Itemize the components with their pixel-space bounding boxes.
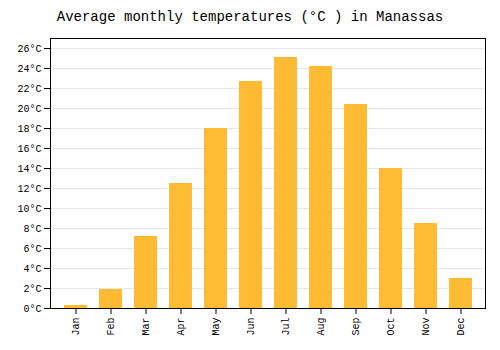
svg-text:20°C: 20°C	[17, 104, 41, 115]
svg-text:2°C: 2°C	[23, 284, 41, 295]
svg-text:8°C: 8°C	[23, 224, 41, 235]
svg-text:26°C: 26°C	[17, 44, 41, 55]
svg-text:Jul: Jul	[281, 318, 292, 336]
svg-text:Oct: Oct	[386, 318, 397, 336]
svg-text:Apr: Apr	[176, 318, 187, 336]
svg-text:Jan: Jan	[71, 318, 82, 336]
svg-text:Dec: Dec	[456, 318, 467, 336]
svg-text:Sep: Sep	[351, 318, 362, 336]
svg-text:Feb: Feb	[106, 318, 117, 336]
svg-text:6°C: 6°C	[23, 244, 41, 255]
svg-text:12°C: 12°C	[17, 184, 41, 195]
svg-text:Nov: Nov	[421, 318, 432, 336]
svg-text:24°C: 24°C	[17, 64, 41, 75]
svg-text:0°C: 0°C	[23, 304, 41, 315]
svg-text:10°C: 10°C	[17, 204, 41, 215]
svg-text:14°C: 14°C	[17, 164, 41, 175]
svg-text:May: May	[211, 318, 222, 336]
svg-text:Mar: Mar	[141, 318, 152, 336]
svg-text:Jun: Jun	[246, 318, 257, 336]
svg-text:22°C: 22°C	[17, 84, 41, 95]
svg-text:18°C: 18°C	[17, 124, 41, 135]
svg-text:16°C: 16°C	[17, 144, 41, 155]
html-text:Average monthly temperatures (: Average monthly temperatures (°C ) in Ma…	[56, 9, 444, 25]
svg-text:4°C: 4°C	[23, 264, 41, 275]
svg-text:Aug: Aug	[316, 318, 327, 336]
